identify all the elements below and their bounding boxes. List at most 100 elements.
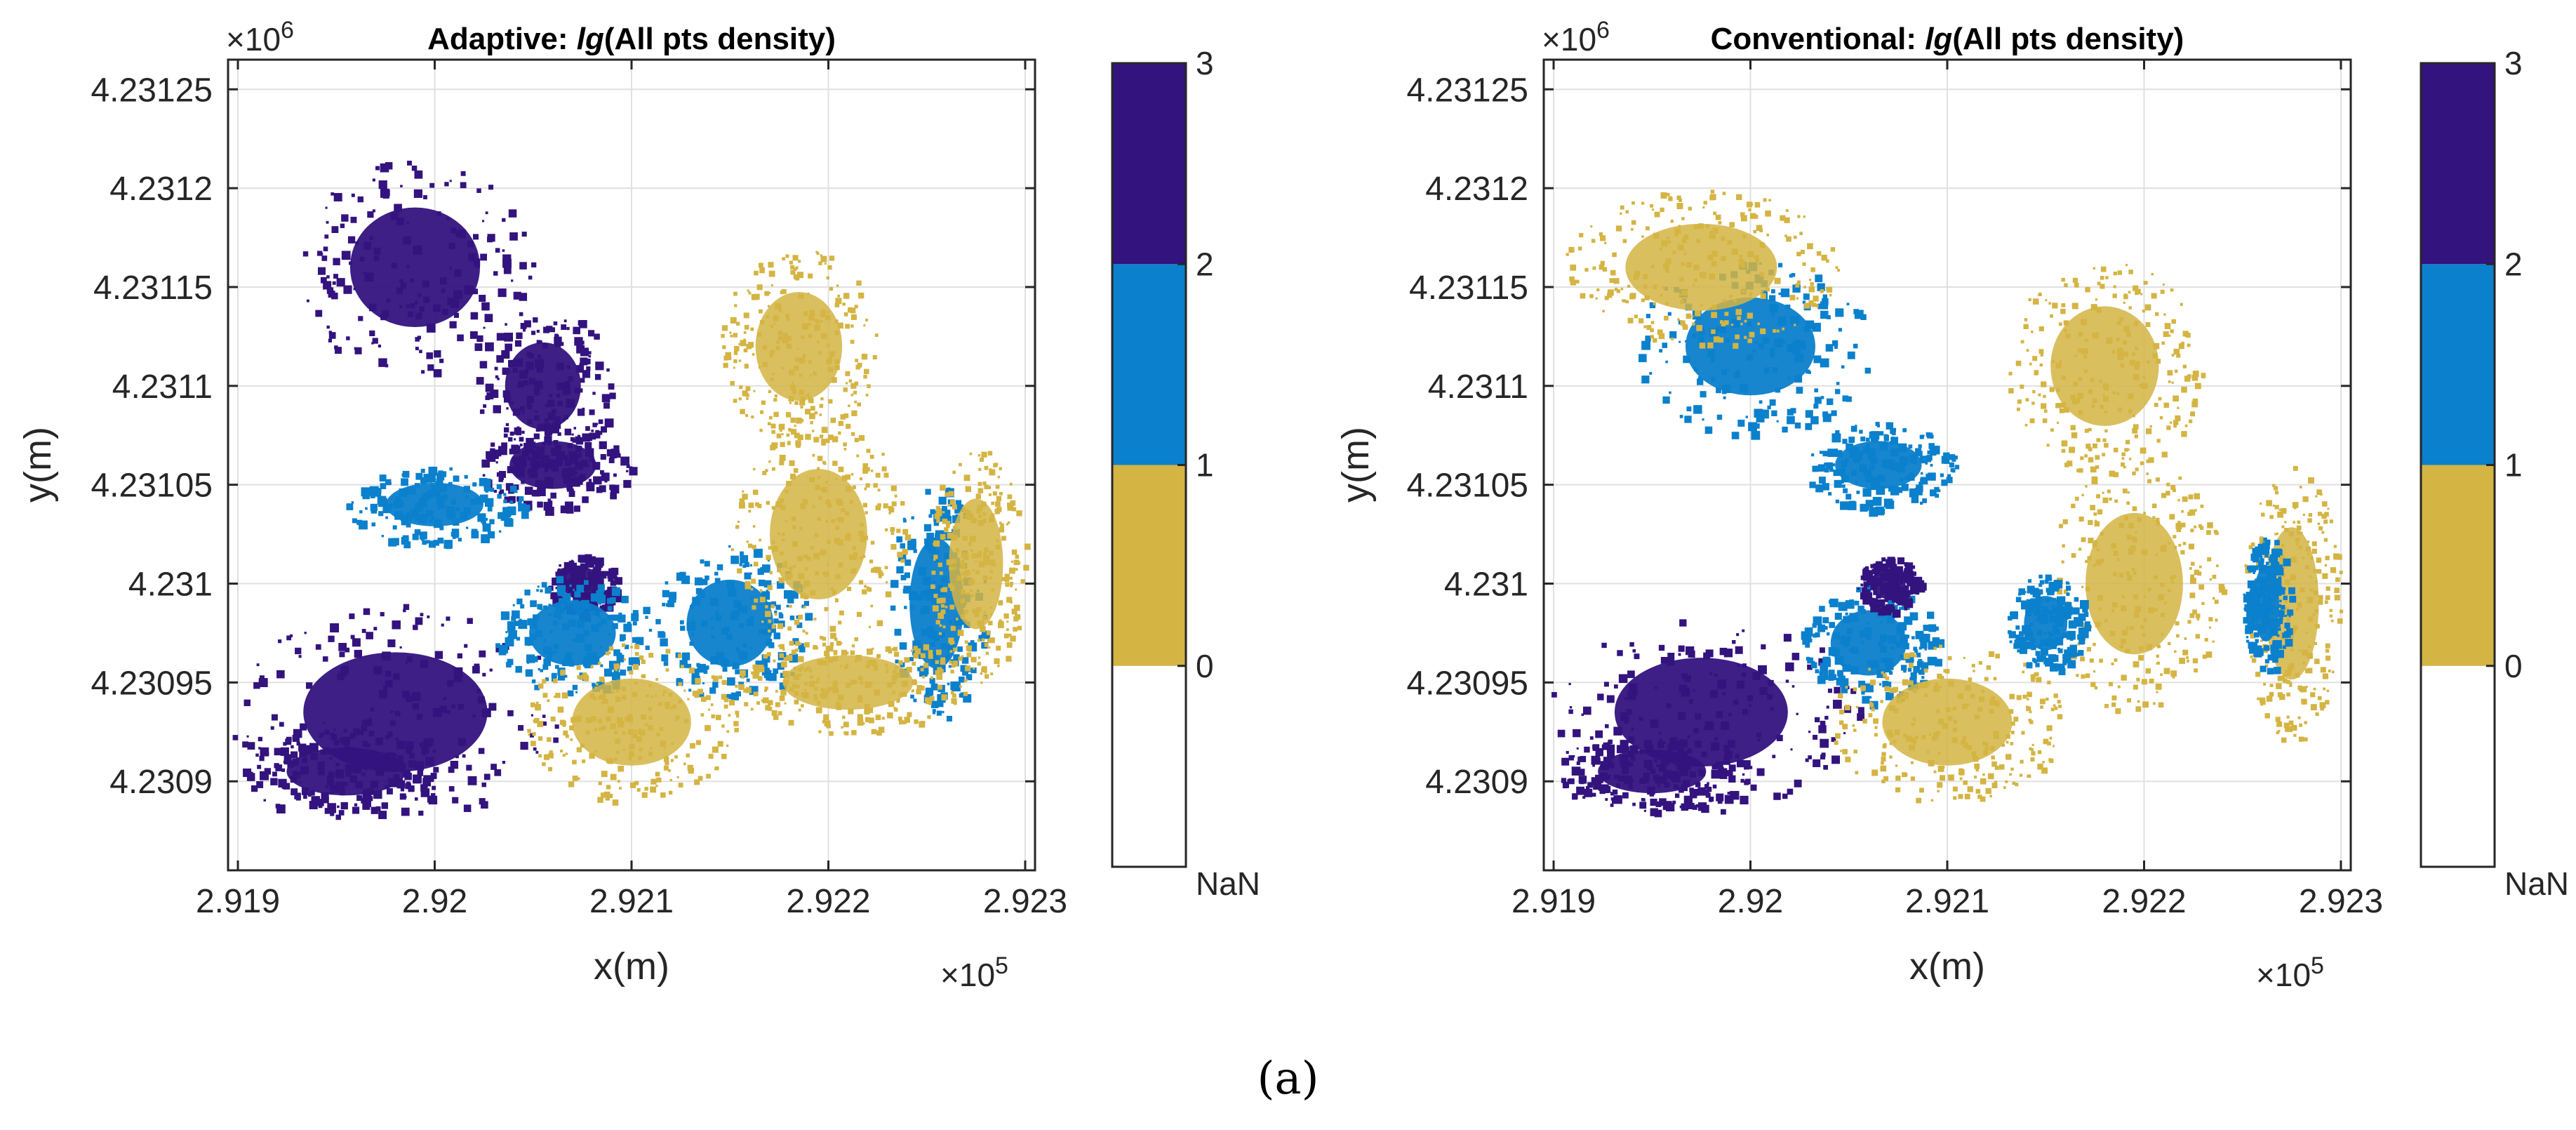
density-cell xyxy=(1885,691,1894,700)
density-cell xyxy=(805,408,810,415)
density-cell xyxy=(1982,773,1985,776)
density-cell xyxy=(561,720,566,726)
density-cell xyxy=(813,644,817,650)
density-cell xyxy=(950,625,956,631)
density-cell xyxy=(784,702,787,705)
density-cell xyxy=(1824,625,1828,630)
density-cell xyxy=(508,514,512,518)
density-cell xyxy=(977,656,981,659)
density-cell xyxy=(758,366,761,369)
density-cell xyxy=(810,545,814,550)
density-cell xyxy=(1832,340,1838,347)
density-cell xyxy=(1715,761,1723,769)
density-cell xyxy=(427,474,436,483)
density-cell xyxy=(2126,333,2130,336)
density-cell xyxy=(1946,477,1953,484)
density-cell xyxy=(405,661,408,664)
density-cell xyxy=(474,663,480,670)
density-cell xyxy=(2093,540,2097,544)
density-cell xyxy=(568,661,575,667)
density-cell xyxy=(594,728,598,731)
density-cell xyxy=(953,654,960,661)
density-cell xyxy=(974,611,980,618)
density-cell xyxy=(2121,462,2125,467)
density-cell xyxy=(857,675,863,681)
density-cell xyxy=(775,303,782,310)
density-cell xyxy=(1978,661,1982,665)
density-cell xyxy=(1819,647,1825,653)
density-cell xyxy=(939,571,943,576)
density-cell xyxy=(575,634,585,643)
density-cell xyxy=(746,678,750,682)
density-cell xyxy=(721,661,727,667)
density-cell xyxy=(711,714,716,719)
density-cell xyxy=(733,366,735,369)
density-cell xyxy=(1678,712,1686,720)
density-cell xyxy=(910,694,914,699)
density-cell xyxy=(752,353,755,356)
density-cell xyxy=(1716,326,1722,332)
density-cell xyxy=(2194,383,2201,390)
density-cell xyxy=(641,675,643,678)
density-cell xyxy=(525,669,533,677)
density-cell xyxy=(351,193,355,197)
density-cell xyxy=(2125,626,2129,630)
density-cell xyxy=(903,585,912,594)
density-cell xyxy=(1622,746,1630,753)
density-cell xyxy=(935,505,941,511)
density-cell xyxy=(440,471,447,477)
density-cell xyxy=(1639,802,1647,809)
density-cell xyxy=(258,736,262,742)
density-cell xyxy=(1643,809,1646,812)
density-cell xyxy=(578,594,587,602)
density-cell xyxy=(820,255,827,262)
density-cell xyxy=(352,806,360,814)
density-cell xyxy=(1859,630,1867,638)
density-cell xyxy=(1687,735,1690,738)
density-cell xyxy=(630,646,633,649)
density-cell xyxy=(987,451,993,456)
density-cell xyxy=(778,577,785,583)
density-cell xyxy=(1736,759,1744,768)
density-cell xyxy=(877,503,881,507)
density-cell xyxy=(1818,725,1827,733)
density-cell xyxy=(498,491,502,495)
x-tick-label: 2.92 xyxy=(402,883,467,920)
density-cell xyxy=(2195,613,2201,618)
density-cell xyxy=(560,750,563,753)
density-cell xyxy=(2054,706,2058,710)
density-cell xyxy=(1814,397,1822,404)
density-cell xyxy=(1824,467,1829,473)
density-cell xyxy=(401,536,409,545)
density-cell xyxy=(2105,276,2109,279)
density-cell xyxy=(555,587,558,590)
density-cell xyxy=(543,463,547,466)
density-cell xyxy=(378,180,387,190)
density-cell xyxy=(428,466,438,476)
density-cell xyxy=(474,496,483,505)
density-cell xyxy=(1912,588,1915,592)
density-cell xyxy=(2132,427,2138,434)
density-cell xyxy=(2040,353,2043,357)
density-cell xyxy=(285,738,292,745)
density-cell xyxy=(877,488,881,492)
density-cell xyxy=(1967,703,1970,706)
density-cell xyxy=(982,616,987,620)
density-cell xyxy=(808,669,813,672)
density-cell xyxy=(1629,684,1638,693)
density-cell xyxy=(603,698,608,704)
density-cell xyxy=(582,370,591,378)
density-cell xyxy=(569,725,575,731)
density-cell xyxy=(641,792,648,798)
density-cell xyxy=(793,674,800,681)
density-cell xyxy=(864,590,867,593)
density-cell xyxy=(612,623,618,630)
density-cell xyxy=(449,321,457,328)
density-cell xyxy=(785,335,792,342)
density-cell xyxy=(357,196,363,203)
density-cell xyxy=(552,465,559,472)
density-cell xyxy=(835,538,839,541)
density-cell xyxy=(711,675,715,679)
density-cell xyxy=(839,665,843,667)
density-cell xyxy=(425,757,434,766)
